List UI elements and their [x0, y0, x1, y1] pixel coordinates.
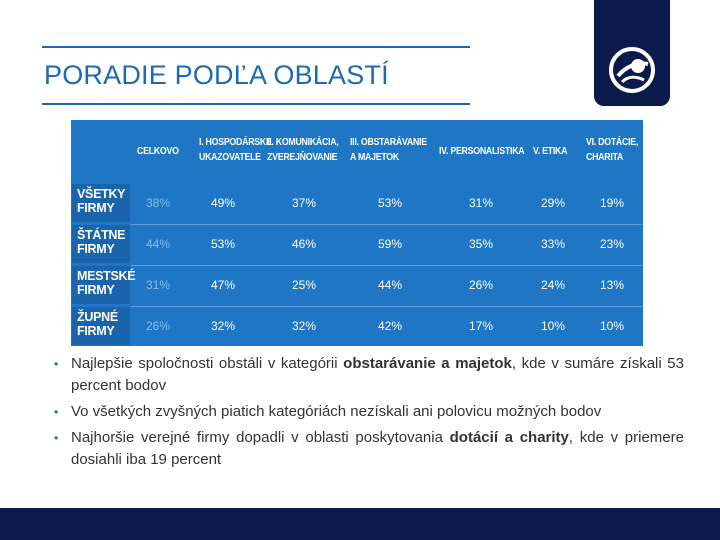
row-divider	[131, 306, 642, 307]
row-divider	[131, 265, 642, 266]
table-cell: 53%	[211, 237, 236, 251]
table-cell: 13%	[600, 278, 625, 292]
column-header: II. KOMUNIKÁCIA, ZVEREJŇOVANIE	[267, 137, 339, 163]
row-label: ŽUPNÉ FIRMY	[72, 307, 130, 345]
table-cell: 29%	[541, 196, 566, 210]
bullet-dot-icon: •	[54, 357, 59, 371]
title-rule-bottom	[42, 103, 470, 105]
table-cell: 44%	[378, 278, 403, 292]
column-header: IV. PERSONALISTIKA	[439, 146, 525, 157]
table-cell: 35%	[469, 237, 494, 251]
column-header: VI. DOTÁCIE, CHARITA	[586, 137, 639, 163]
table-cell: 47%	[211, 278, 236, 292]
bullet-item: • Najlepšie spoločnosti obstáli v kategó…	[54, 353, 684, 397]
footer-bar	[0, 508, 720, 540]
table-cell: 25%	[292, 278, 317, 292]
row-label: ŠTÁTNE FIRMY	[72, 225, 130, 263]
bullet-item: • Vo všetkých zvyšných piatich kategóriá…	[54, 401, 684, 423]
column-header: V. ETIKA	[533, 146, 568, 157]
table-cell: 32%	[292, 319, 317, 333]
row-label: MESTSKÉ FIRMY	[72, 266, 136, 304]
table-cell: 49%	[211, 196, 236, 210]
table-cell: 31%	[146, 278, 171, 292]
bullet-dot-icon: •	[54, 431, 59, 445]
bullet-list: • Najlepšie spoločnosti obstáli v kategó…	[54, 353, 684, 475]
table-cell: 31%	[469, 196, 494, 210]
table-cell: 46%	[292, 237, 317, 251]
table-cell: 10%	[600, 319, 625, 333]
column-header: I. HOSPODÁRSKE UKAZOVATELE	[199, 137, 272, 163]
transparency-international-logo-icon	[609, 47, 655, 93]
results-table	[71, 120, 643, 346]
table-cell: 23%	[600, 237, 625, 251]
table-cell: 10%	[541, 319, 566, 333]
bullet-text: Najlepšie spoločnosti obstáli v kategóri…	[71, 355, 344, 372]
bullet-text: , kde v sumáre získali 53 percent bodov	[71, 355, 684, 394]
table-cell: 26%	[146, 319, 171, 333]
row-divider	[131, 224, 642, 225]
logo-badge	[594, 0, 670, 106]
table-cell: 17%	[469, 319, 494, 333]
table-cell: 59%	[378, 237, 403, 251]
row-label: VŠETKY FIRMY	[72, 184, 130, 222]
table-cell: 24%	[541, 278, 566, 292]
table-cell: 42%	[378, 319, 403, 333]
bullet-dot-icon: •	[54, 405, 59, 419]
bullet-item: • Najhoršie verejné firmy dopadli v obla…	[54, 427, 684, 471]
table-cell: 38%	[146, 196, 171, 210]
column-header: CELKOVO	[137, 146, 179, 157]
bullet-text: Najhoršie verejné firmy dopadli v oblast…	[71, 429, 450, 446]
bullet-text-bold: obstarávanie a majetok	[343, 355, 512, 372]
table-cell: 32%	[211, 319, 236, 333]
title-rule-top	[42, 46, 470, 48]
bullet-text: , kde v priemere dosiahli iba 19 percent	[71, 429, 684, 468]
table-cell: 26%	[469, 278, 494, 292]
bullet-text: Vo všetkých zvyšných piatich kategóriách…	[71, 403, 602, 420]
slide-title: PORADIE PODĽA OBLASTÍ	[44, 60, 389, 90]
table-cell: 44%	[146, 237, 171, 251]
bullet-text-bold: dotácií a charity	[449, 429, 569, 446]
table-cell: 37%	[292, 196, 317, 210]
table-cell: 33%	[541, 237, 566, 251]
column-header: III. OBSTARÁVANIE A MAJETOK	[350, 137, 427, 163]
table-cell: 19%	[600, 196, 625, 210]
table-cell: 53%	[378, 196, 403, 210]
